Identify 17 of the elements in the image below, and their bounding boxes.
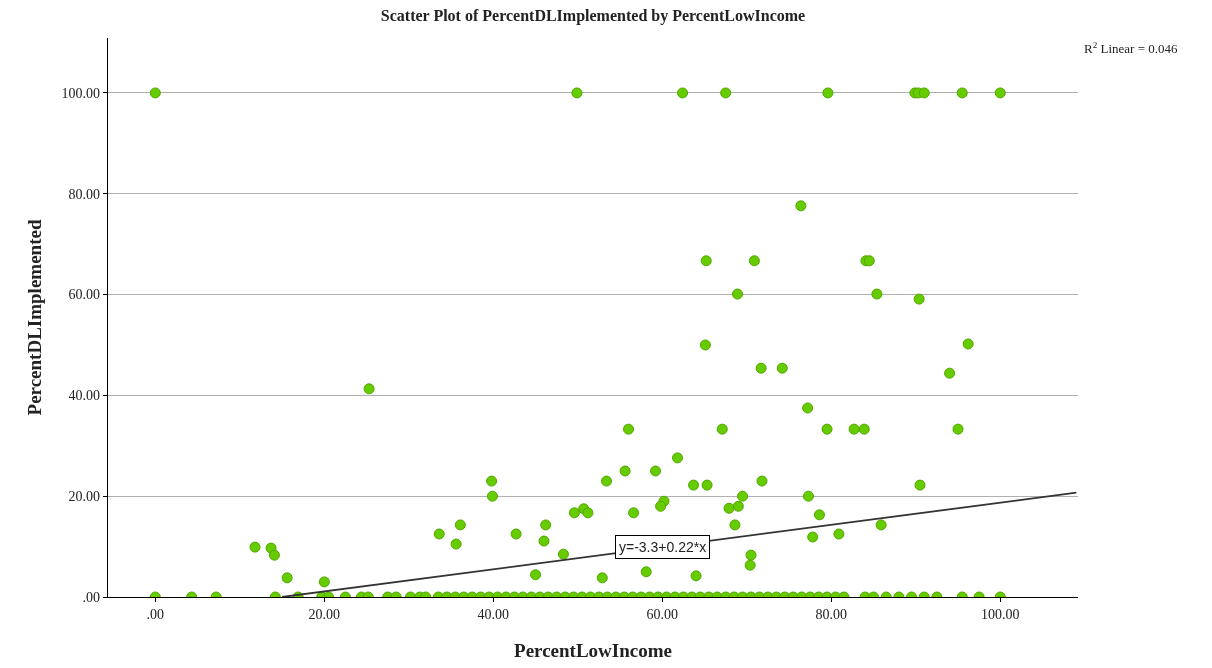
y-tick-label: 60.00 xyxy=(68,287,101,303)
y-tick-label: .00 xyxy=(82,589,101,605)
y-tick-label: 80.00 xyxy=(68,186,101,202)
text: R$^{2}$ Linear = 0.046 xyxy=(1084,40,1178,57)
x-axis-title: PercentLowIncome xyxy=(514,639,672,661)
x-tick-label: 60.00 xyxy=(646,606,679,622)
x-tick-label: 40.00 xyxy=(477,606,510,622)
y-tick-label: 20.00 xyxy=(68,489,101,505)
y-tick-label: 100.00 xyxy=(61,85,101,101)
x-tick-label: 100.00 xyxy=(981,606,1020,622)
x-tick-label: .00 xyxy=(146,606,165,622)
annotation: y=-3.3+0.22*x xyxy=(619,539,707,555)
chart-title: Scatter Plot of PercentDLImplemented by PercentLowIncome xyxy=(380,7,806,26)
y-axis-title: PercentDLImplemented xyxy=(24,219,46,416)
x-tick-label: 20.00 xyxy=(308,606,341,622)
y-tick-label: 40.00 xyxy=(68,388,101,404)
x-tick-label: 80.00 xyxy=(815,606,848,622)
